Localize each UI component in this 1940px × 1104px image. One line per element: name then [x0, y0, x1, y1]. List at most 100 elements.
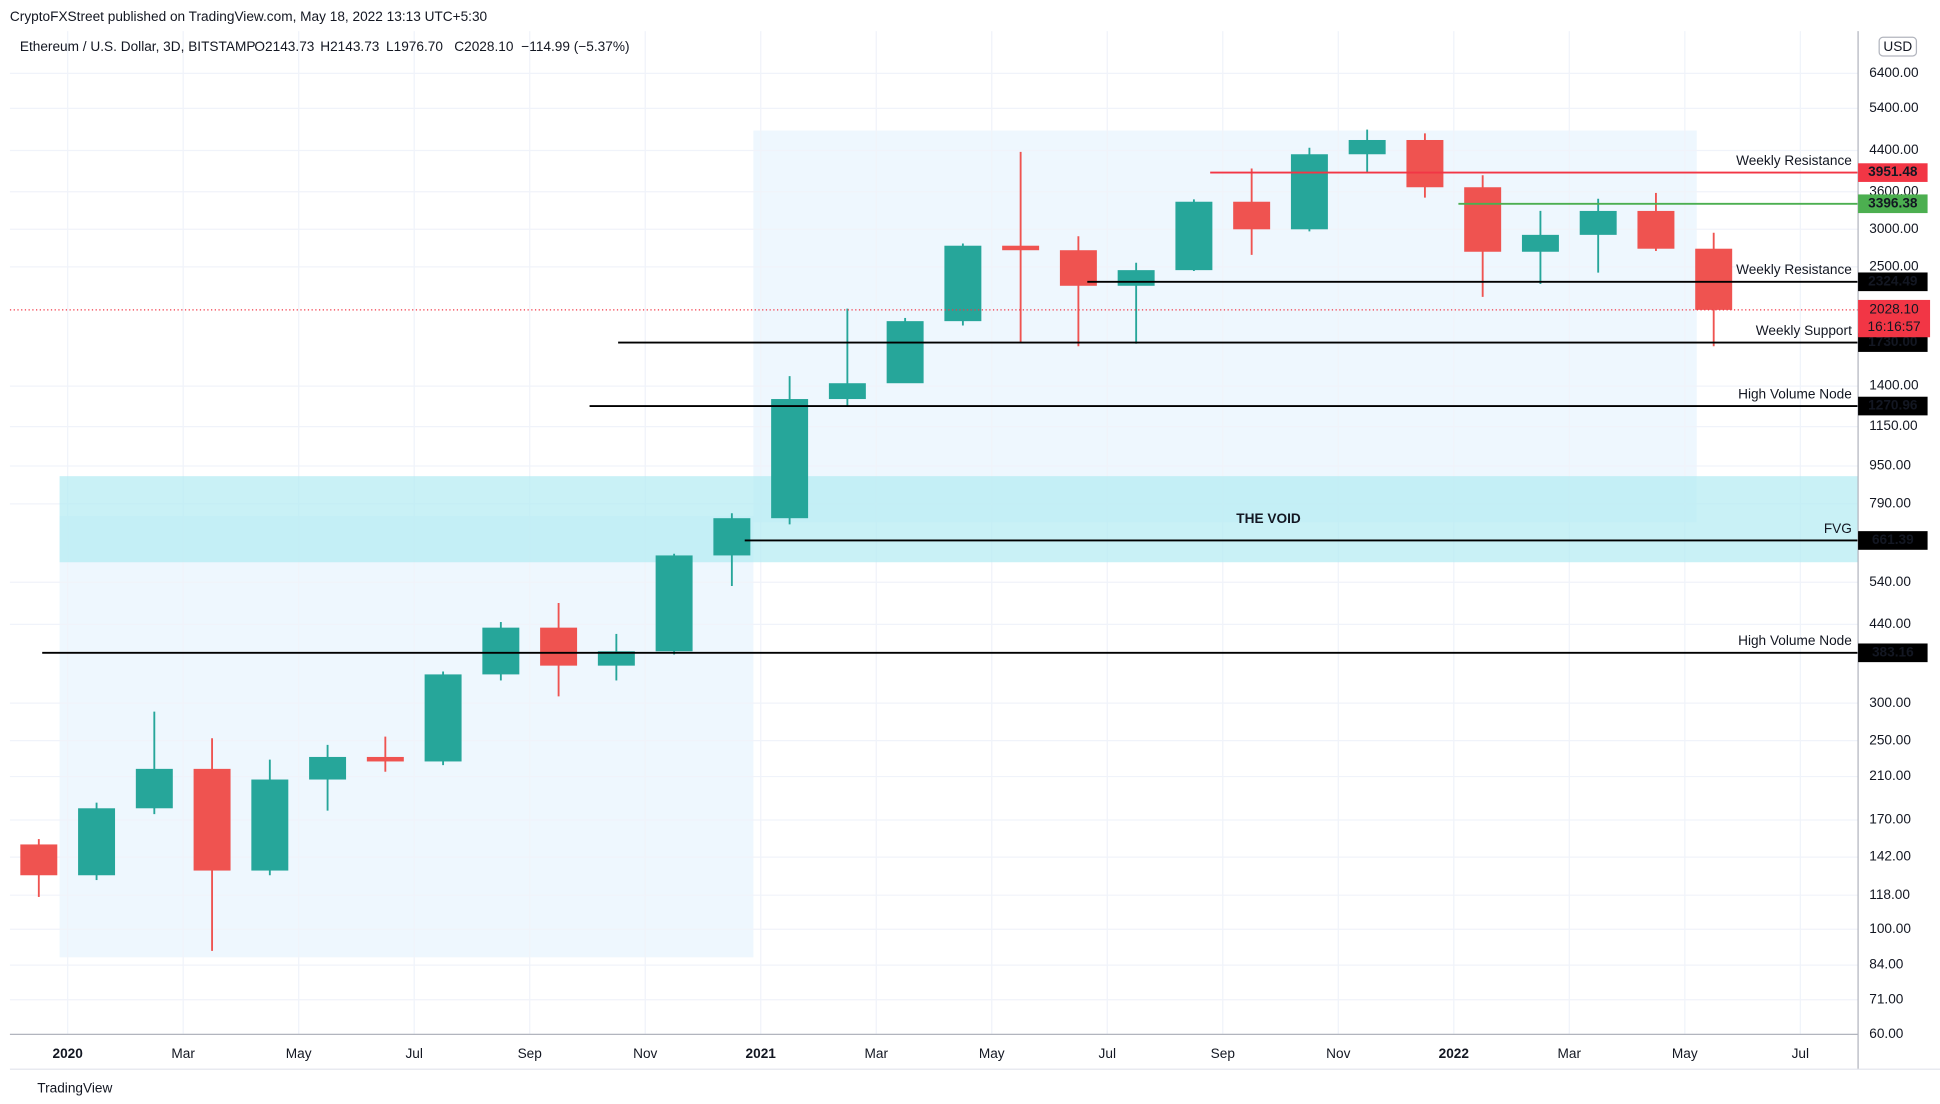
- legend-value: L1976.70: [386, 39, 443, 54]
- x-tick-label: Mar: [1558, 1046, 1582, 1061]
- level-text: FVG: [1824, 521, 1852, 536]
- level-label: 3396.38: [1868, 195, 1918, 210]
- x-tick-label: May: [979, 1046, 1005, 1061]
- x-tick-label: Sep: [1211, 1046, 1236, 1061]
- candle-body: [1579, 210, 1617, 235]
- y-tick-label: 2500.00: [1869, 258, 1919, 273]
- y-tick-label: 5400.00: [1869, 100, 1919, 115]
- candle-body: [1002, 245, 1040, 251]
- candle-body: [1233, 201, 1271, 230]
- candle-body: [78, 808, 116, 876]
- x-tick-label: Nov: [633, 1046, 657, 1061]
- legend-value: H2143.73: [320, 39, 379, 54]
- candle-body: [366, 756, 404, 762]
- candle-body: [251, 779, 289, 871]
- candle-body: [1637, 210, 1675, 249]
- candle-body: [135, 768, 173, 809]
- level-label-box: [1858, 163, 1928, 182]
- x-tick-label: Nov: [1326, 1046, 1350, 1061]
- candle-body: [1290, 154, 1328, 230]
- level-label: 383.16: [1872, 644, 1914, 659]
- candle-body: [1059, 250, 1097, 286]
- last-price-box: [1858, 299, 1931, 338]
- level-label: 1270.96: [1868, 398, 1918, 413]
- currency: USD: [1883, 39, 1912, 54]
- candle-body: [828, 383, 866, 400]
- level-text: Weekly Resistance: [1736, 153, 1852, 168]
- level-text: Weekly Support: [1756, 323, 1852, 338]
- x-tick-label: May: [1672, 1046, 1698, 1061]
- level-label: 661.39: [1872, 532, 1914, 547]
- level-label-box: [1858, 272, 1928, 292]
- countdown: 16:16:57: [1868, 319, 1921, 334]
- x-tick-label: May: [286, 1046, 312, 1061]
- candle-body: [1348, 139, 1386, 155]
- candle-body: [1695, 248, 1733, 310]
- x-tick-label: 2022: [1439, 1046, 1470, 1061]
- candle-body: [655, 555, 693, 652]
- x-tick-label: Mar: [864, 1046, 888, 1061]
- level-label-box: [1858, 333, 1928, 352]
- candle-body: [1117, 270, 1155, 286]
- plot: THE VOID Weekly Resistance Weekly Resistan…: [9, 129, 1859, 951]
- x-tick-label: Jul: [1099, 1046, 1116, 1061]
- watermark: TradingView: [37, 1081, 112, 1096]
- y-tick-label: 3000.00: [1869, 221, 1919, 236]
- x-tick-label: 2020: [53, 1046, 84, 1061]
- volume-profile-range: [59, 515, 754, 958]
- x-tick-label: Jul: [405, 1046, 422, 1061]
- y-tick-label: 142.00: [1869, 849, 1911, 864]
- currency-badge: [1878, 36, 1918, 57]
- y-tick-label: 440.00: [1869, 616, 1911, 631]
- legend-value: −114.99 (−5.37%): [521, 39, 629, 54]
- x-tick-label: 2021: [746, 1046, 777, 1061]
- candle-body: [540, 627, 578, 666]
- candle-body: [482, 627, 520, 675]
- y-tick-label: 71.00: [1869, 991, 1904, 1006]
- x-tick-label: Jul: [1792, 1046, 1809, 1061]
- y-tick-label: 6400.00: [1869, 65, 1919, 80]
- x-tick-label: Mar: [171, 1046, 195, 1061]
- legend-value: C2028.10: [454, 39, 514, 54]
- x-tick-label: Sep: [518, 1046, 543, 1061]
- y-tick-label: 84.00: [1869, 957, 1904, 972]
- y-tick-label: 4400.00: [1869, 142, 1919, 157]
- y-tick-label: 950.00: [1869, 458, 1911, 473]
- y-tick-label: 170.00: [1869, 812, 1911, 827]
- publisher: CryptoFXStreet published on TradingView.…: [10, 9, 488, 24]
- y-tick-label: 118.00: [1869, 887, 1910, 902]
- candle-body: [886, 321, 924, 384]
- y-tick-label: 1150.00: [1869, 418, 1918, 433]
- candle-body: [771, 399, 809, 519]
- y-tick-label: 100.00: [1869, 921, 1911, 936]
- level-label-box: [1858, 531, 1928, 550]
- level-text: High Volume Node: [1738, 633, 1852, 648]
- level-label: 3951.48: [1868, 164, 1918, 179]
- candle-body: [1406, 139, 1444, 188]
- level-text: Weekly Resistance: [1736, 262, 1852, 277]
- level-label-box: [1858, 396, 1928, 416]
- y-tick-label: 60.00: [1869, 1026, 1904, 1041]
- y-tick-label: 250.00: [1869, 732, 1911, 747]
- candle-body: [20, 844, 58, 876]
- candle-body: [424, 674, 462, 762]
- last-price-label: 2028.10: [1869, 301, 1919, 316]
- level-text: High Volume Node: [1738, 386, 1852, 401]
- grid: [9, 31, 1859, 1035]
- y-tick-label: 790.00: [1869, 496, 1911, 511]
- level-label: 2324.49: [1868, 273, 1918, 288]
- candle-body: [193, 768, 231, 871]
- void-label: THE VOID: [1236, 511, 1301, 526]
- y-tick-label: 210.00: [1869, 768, 1911, 783]
- y-tick-label: 1400.00: [1869, 378, 1919, 393]
- candle-body: [1175, 201, 1213, 271]
- void-zone: [59, 476, 1859, 563]
- level-label-box: [1858, 643, 1928, 663]
- candle-body: [309, 756, 347, 780]
- legend-value: O2143.73: [254, 39, 314, 54]
- candle-body: [944, 245, 982, 322]
- candle-body: [713, 518, 751, 556]
- level-label-box: [1858, 194, 1928, 214]
